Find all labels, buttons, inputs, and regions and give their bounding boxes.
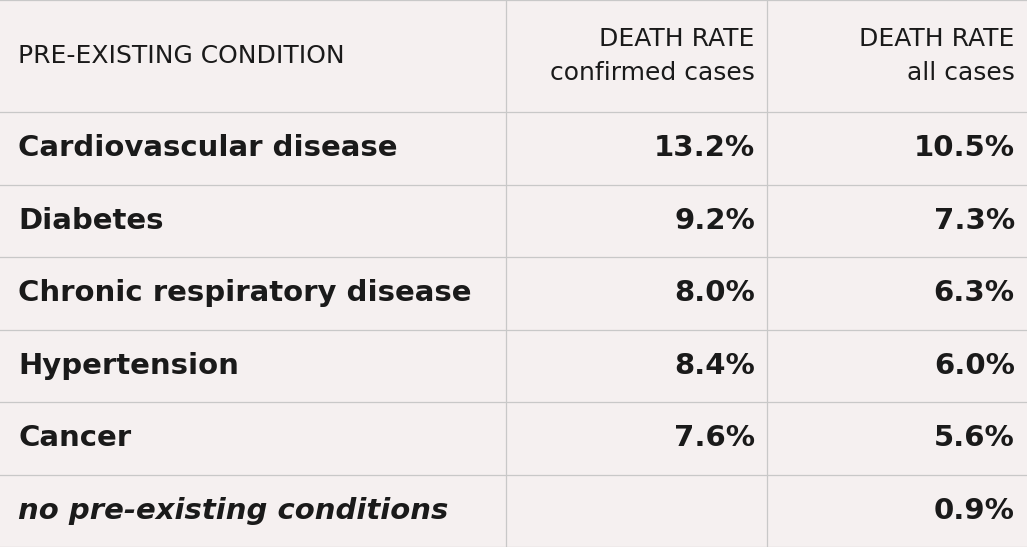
Text: 7.3%: 7.3% xyxy=(934,207,1015,235)
Text: DEATH RATE
confirmed cases: DEATH RATE confirmed cases xyxy=(550,27,755,85)
Text: 0.9%: 0.9% xyxy=(934,497,1015,525)
Text: Hypertension: Hypertension xyxy=(18,352,239,380)
Text: Cardiovascular disease: Cardiovascular disease xyxy=(18,135,398,162)
Text: 5.6%: 5.6% xyxy=(934,424,1015,452)
Text: no pre-existing conditions: no pre-existing conditions xyxy=(18,497,449,525)
Text: 8.0%: 8.0% xyxy=(674,280,755,307)
Text: Diabetes: Diabetes xyxy=(18,207,164,235)
Text: 8.4%: 8.4% xyxy=(674,352,755,380)
Text: 7.6%: 7.6% xyxy=(674,424,755,452)
Text: 13.2%: 13.2% xyxy=(654,135,755,162)
Text: Chronic respiratory disease: Chronic respiratory disease xyxy=(18,280,472,307)
Text: 10.5%: 10.5% xyxy=(914,135,1015,162)
Text: PRE-EXISTING CONDITION: PRE-EXISTING CONDITION xyxy=(18,44,345,68)
Text: 6.0%: 6.0% xyxy=(934,352,1015,380)
Text: Cancer: Cancer xyxy=(18,424,131,452)
Text: 9.2%: 9.2% xyxy=(674,207,755,235)
Text: 6.3%: 6.3% xyxy=(934,280,1015,307)
Text: DEATH RATE
all cases: DEATH RATE all cases xyxy=(860,27,1015,85)
